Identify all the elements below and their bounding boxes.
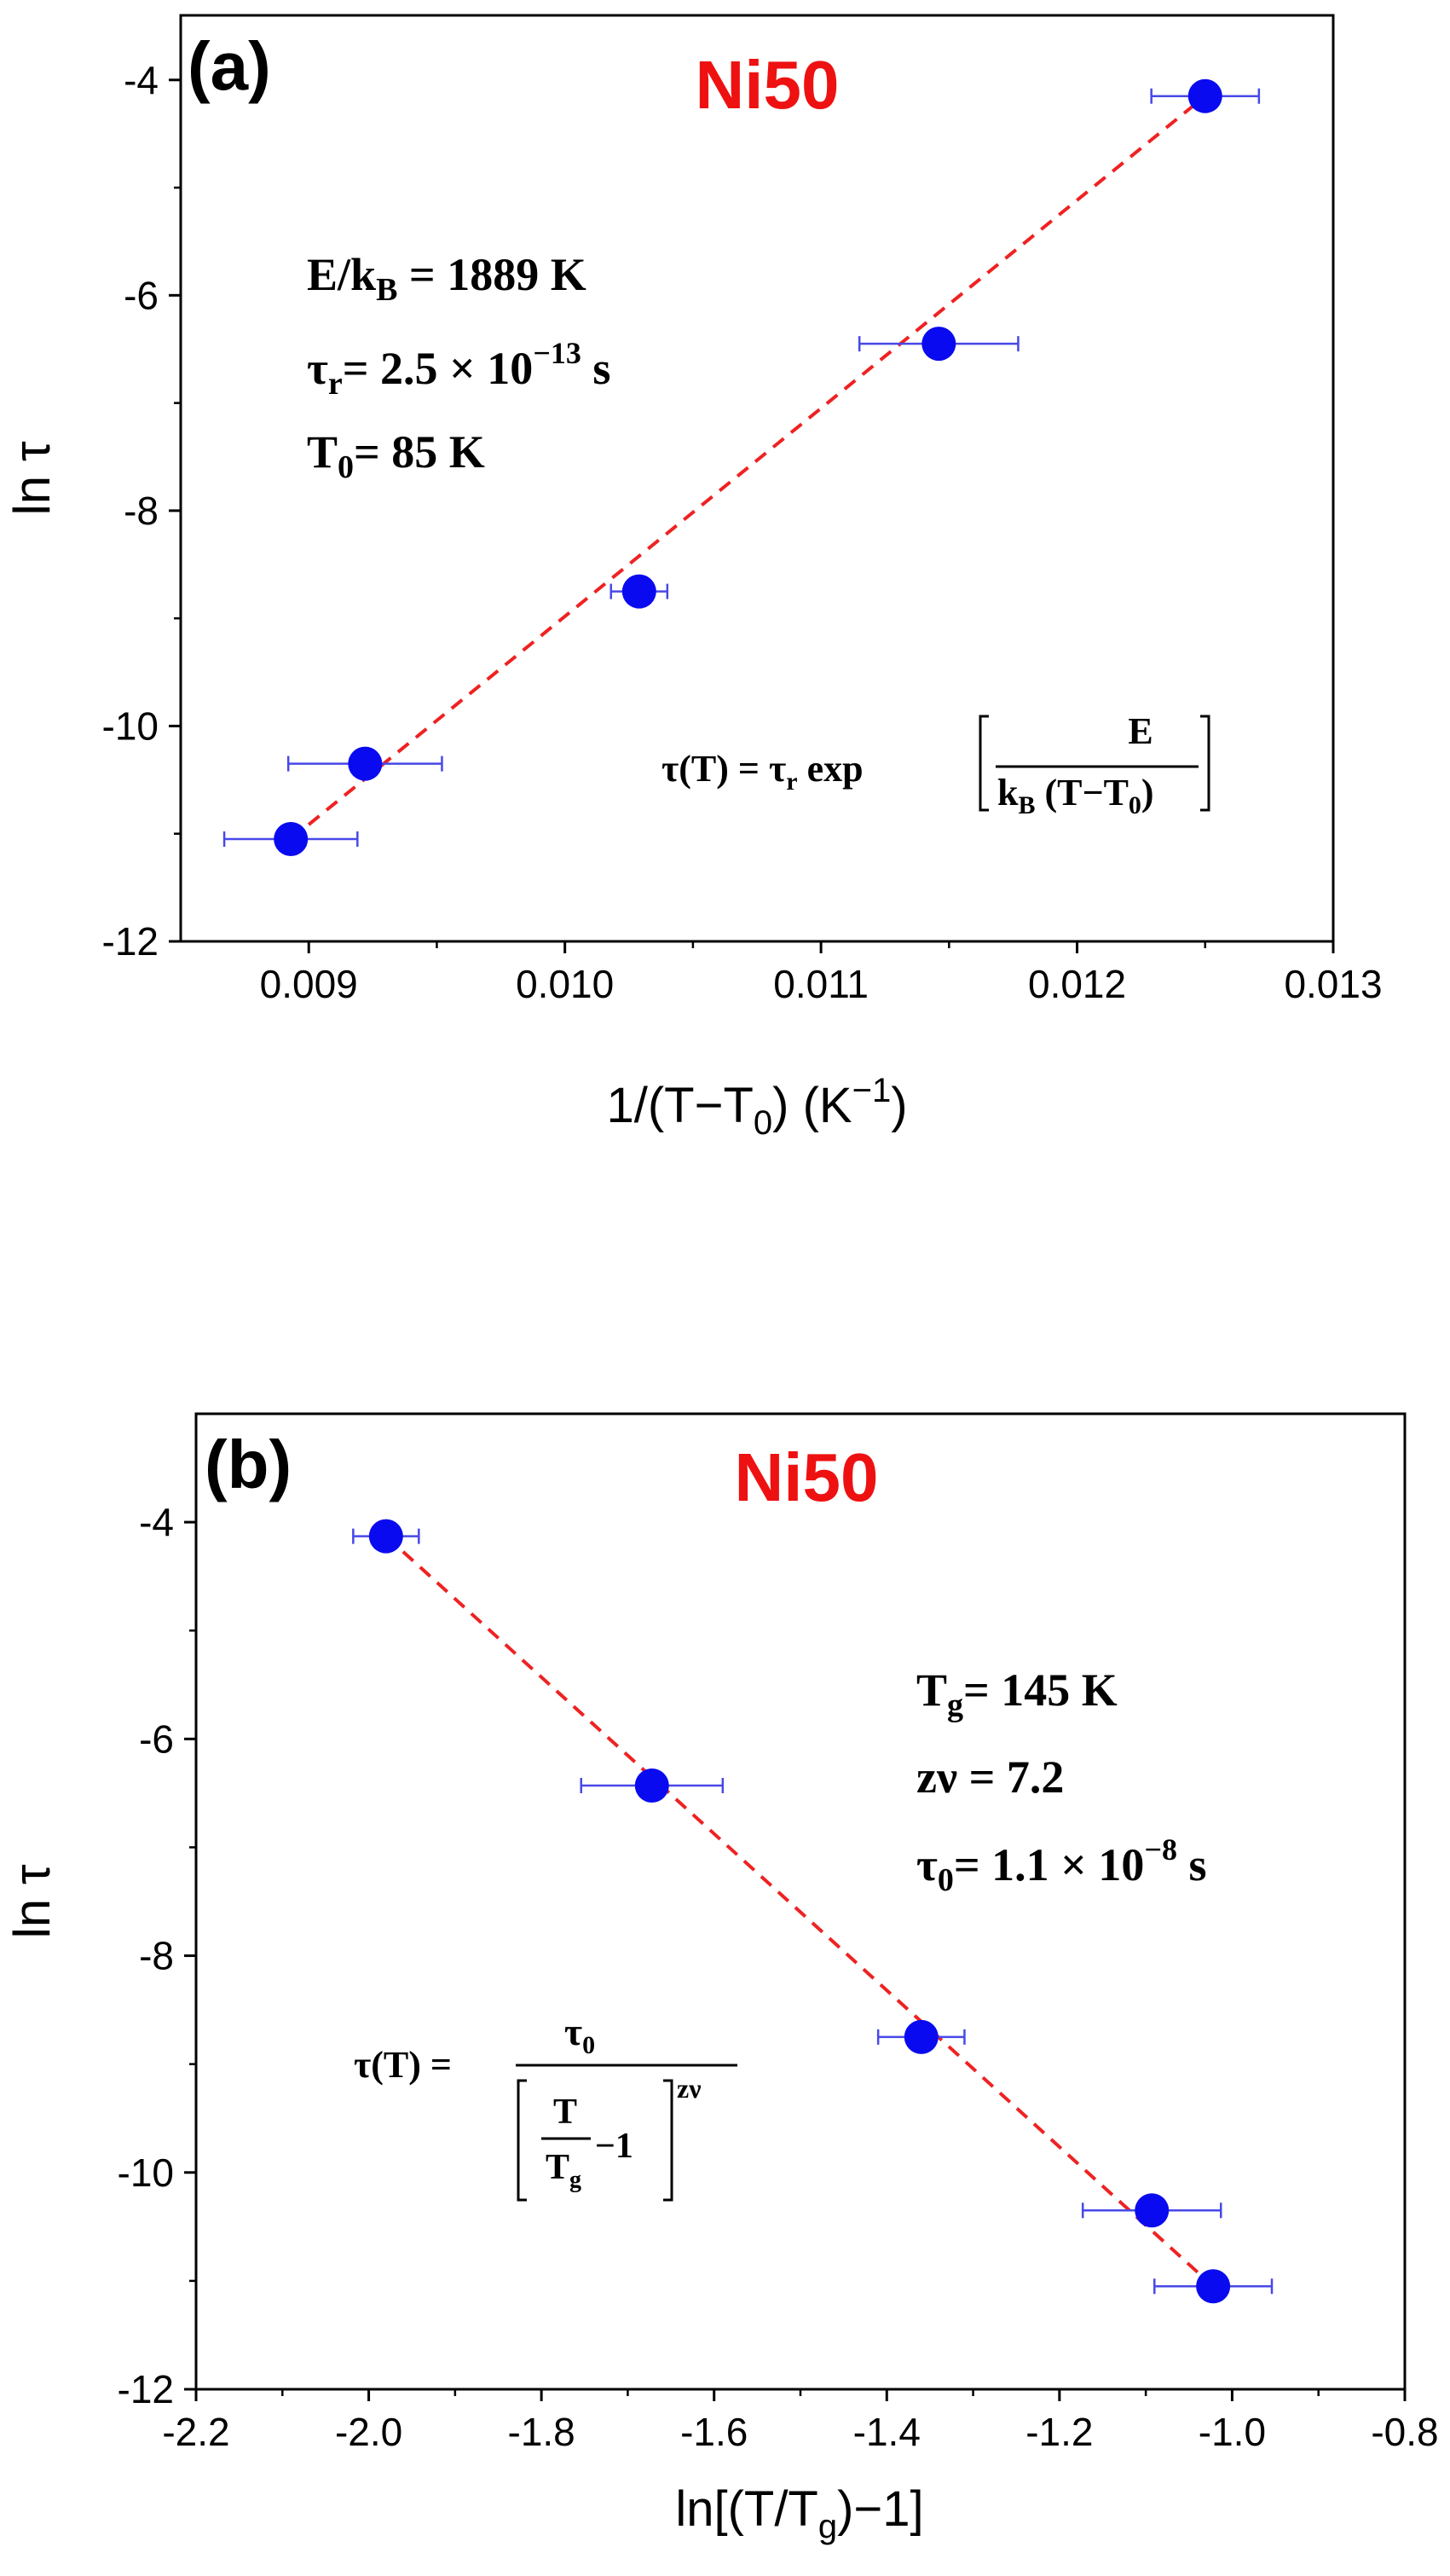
y-tick-label: -12	[102, 919, 159, 964]
x-tick-label: -0.8	[1371, 2410, 1438, 2454]
param-tau0-b: τ0= 1.1 × 10−8 s	[916, 1832, 1206, 1898]
y-tick-label: -10	[102, 703, 159, 748]
param-t0-a: T0= 85 K	[307, 426, 485, 485]
y-axis-label-a: ln τ	[3, 441, 61, 515]
x-axis-label-a: 1/(T−T0) (K−1)	[606, 1072, 907, 1142]
x-tick-label: -1.2	[1025, 2410, 1093, 2454]
x-tick-label: -2.0	[335, 2410, 402, 2454]
svg-text:τ(T) =: τ(T) =	[354, 2044, 452, 2086]
axes-a: 0.009 0.010 0.011 0.012 0.013 -12 -10 -8 -6 -4	[102, 58, 1383, 1006]
param-tg-b: Tg= 145 K	[916, 1664, 1118, 1723]
marks-a	[222, 78, 1261, 857]
y-tick-label: -6	[124, 273, 159, 317]
svg-text:T: T	[553, 2093, 577, 2132]
x-tick-label: 0.011	[773, 962, 869, 1006]
chart-title-a: Ni50	[696, 47, 840, 123]
x-tick-label: 0.012	[1028, 962, 1126, 1006]
y-tick-label: -4	[124, 58, 159, 102]
fit-line	[384, 1535, 1215, 2288]
svg-text:Tg: Tg	[546, 2148, 581, 2193]
data-point	[621, 574, 656, 609]
x-axis-label-b: ln[(T/Tg)−1]	[675, 2481, 923, 2545]
param-znu-b: zν = 7.2	[916, 1751, 1064, 1803]
y-tick-label: -12	[118, 2367, 174, 2411]
data-point	[634, 1768, 669, 1803]
svg-text:τ0: τ0	[564, 2010, 595, 2059]
x-tick-label: -1.8	[508, 2410, 575, 2454]
data-point	[921, 327, 956, 362]
y-tick-label: -4	[139, 1500, 174, 1544]
param-energy-a: E/kB = 1889 K	[307, 249, 586, 308]
data-point	[904, 2019, 939, 2054]
data-point	[1196, 2269, 1231, 2304]
chart-panel-b: -2.2 -2.0 -1.8 -1.6 -1.4 -1.2 -1.0 -0.8 -12 -10 -8…	[3, 1412, 1439, 2545]
x-tick-label: -2.2	[162, 2410, 229, 2454]
param-tau-r-a: τr= 2.5 × 10−13 s	[307, 336, 610, 402]
y-tick-label: -6	[139, 1716, 174, 1761]
marks-b	[352, 1519, 1274, 2304]
y-tick-label: -10	[118, 2151, 174, 2195]
y-tick-label: -8	[124, 489, 159, 533]
panel-label-b: (b)	[205, 1427, 292, 1502]
svg-text:−1: −1	[595, 2127, 633, 2166]
formula-critical-b: τ(T) = τ0 T Tg −1 zν	[354, 2010, 737, 2202]
svg-text:zν: zν	[677, 2073, 702, 2104]
data-point	[1135, 2193, 1170, 2228]
axes-b: -2.2 -2.0 -1.8 -1.6 -1.4 -1.2 -1.0 -0.8 -12 -10 -8…	[118, 1500, 1439, 2454]
x-tick-label: -1.0	[1199, 2410, 1266, 2454]
y-tick-label: -8	[139, 1934, 174, 1978]
svg-text:τ(T) = τr exp: τ(T) = τr exp	[661, 748, 864, 796]
x-tick-label: 0.013	[1284, 962, 1382, 1006]
x-tick-label: -1.6	[680, 2410, 748, 2454]
data-point	[348, 746, 383, 781]
plot-area-b	[194, 1412, 1407, 2391]
fit-line	[289, 95, 1207, 841]
panel-label-a: (a)	[188, 28, 271, 104]
svg-text:kB (T−T0): kB (T−T0)	[997, 772, 1154, 819]
plot-area-a	[179, 14, 1335, 943]
x-tick-label: -1.4	[853, 2410, 921, 2454]
data-point	[274, 822, 309, 857]
x-tick-label: 0.010	[516, 962, 614, 1006]
data-point	[1187, 78, 1222, 113]
formula-vft-a: τ(T) = τr exp E kB (T−T0)	[661, 710, 1210, 819]
y-axis-label-b: ln τ	[3, 1864, 61, 1938]
chart-title-b: Ni50	[735, 1439, 879, 1515]
data-point	[368, 1519, 403, 1554]
x-tick-label: 0.009	[260, 962, 358, 1006]
svg-text:E: E	[1128, 710, 1152, 752]
chart-panel-a: 0.009 0.010 0.011 0.012 0.013 -12 -10 -8 -6 -4 (a…	[3, 14, 1383, 1142]
